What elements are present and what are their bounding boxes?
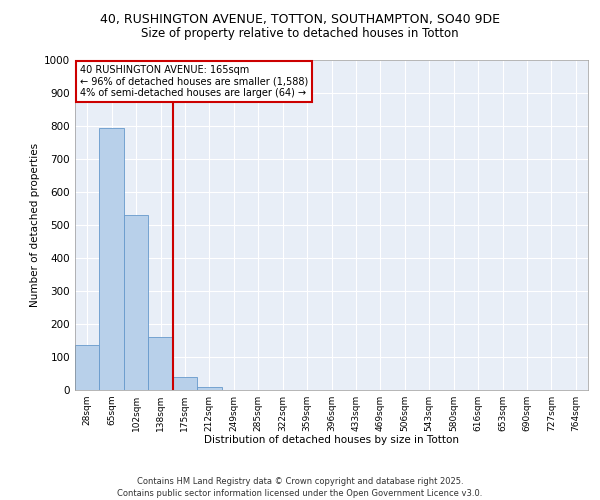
Bar: [75, 346, 100, 390]
X-axis label: Distribution of detached houses by size in Totton: Distribution of detached houses by size …: [204, 436, 459, 446]
Bar: [173, 378, 197, 390]
Bar: [100, 128, 124, 390]
Text: 40, RUSHINGTON AVENUE, TOTTON, SOUTHAMPTON, SO40 9DE: 40, RUSHINGTON AVENUE, TOTTON, SOUTHAMPT…: [100, 12, 500, 26]
Bar: [148, 337, 173, 390]
Y-axis label: Number of detached properties: Number of detached properties: [30, 143, 40, 307]
Text: 40 RUSHINGTON AVENUE: 165sqm
← 96% of detached houses are smaller (1,588)
4% of : 40 RUSHINGTON AVENUE: 165sqm ← 96% of de…: [80, 65, 308, 98]
Text: Contains HM Land Registry data © Crown copyright and database right 2025.
Contai: Contains HM Land Registry data © Crown c…: [118, 476, 482, 498]
Bar: [197, 386, 221, 390]
Bar: [124, 215, 148, 390]
Text: Size of property relative to detached houses in Totton: Size of property relative to detached ho…: [141, 28, 459, 40]
